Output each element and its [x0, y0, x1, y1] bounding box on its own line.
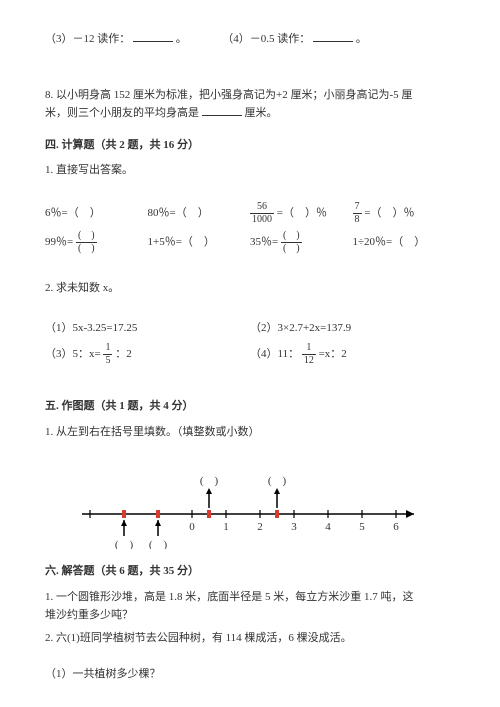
q8-line2-a: 米，则三个小朋友的平均身高是 [45, 107, 199, 119]
calc-7: 35％= ( ) ( ) [250, 231, 353, 254]
frac-num: 56 [250, 202, 274, 214]
calc-1: 6％=（ ） [45, 205, 148, 223]
eq-4-b: =x：2 [319, 348, 347, 360]
sec4-q1-title: 1. 直接写出答案。 [45, 162, 455, 180]
svg-text:5: 5 [359, 521, 365, 533]
frac-den: 12 [302, 355, 316, 366]
eq-4-a: （4）11： [250, 348, 299, 360]
frac-1-12: 1 12 [302, 343, 316, 366]
number-line-svg: 0 1 2 3 4 5 6 ( ) ( ) ( ) ( ) [70, 459, 430, 549]
q8-line1: 8. 以小明身高 152 厘米为标准，把小强身高记为+2 厘米；小丽身高记为-5… [45, 87, 455, 105]
svg-text:( ): ( ) [115, 539, 134, 549]
calc-2: 80％=（ ） [148, 205, 251, 223]
frac-7-8: 7 8 [353, 202, 362, 225]
calc-4-tail: =（ ）％ [364, 207, 414, 219]
frac-blank-1: ( ) ( ) [76, 231, 97, 254]
q3-blank[interactable] [133, 30, 173, 42]
calc-6: 1+5％=（ ） [148, 234, 251, 252]
eq-row-2: （3）5：x= 1 5 ：2 （4）11： 1 12 =x：2 [45, 343, 455, 366]
q4-blank[interactable] [313, 30, 353, 42]
eq-2: （2）3×2.7+2x=137.9 [250, 320, 455, 338]
sec6-q2: 2. 六(1)班同学植树节去公园种树，有 114 棵成活，6 棵没成活。 [45, 630, 455, 648]
svg-text:( ): ( ) [200, 475, 219, 487]
calc-row-2: 99％= ( ) ( ) 1+5％=（ ） 35％= ( ) ( ) 1÷20％… [45, 231, 455, 254]
eq-3: （3）5：x= 1 5 ：2 [45, 343, 250, 366]
calc-5: 99％= ( ) ( ) [45, 231, 148, 254]
sec4-q2-title: 2. 求未知数 x。 [45, 280, 455, 298]
calc-8: 1÷20％=（ ） [353, 234, 456, 252]
q3-label: （3）－12 读作： [45, 33, 130, 45]
calc-row-1: 6％=（ ） 80％=（ ） 56 1000 =（ ）％ 7 8 =（ ）％ [45, 202, 455, 225]
eq-3-b: ：2 [115, 348, 132, 360]
q8-line2-b: 厘米。 [245, 107, 278, 119]
eq-row-1: （1）5x-3.25=17.25 （2）3×2.7+2x=137.9 [45, 320, 455, 338]
frac-blank-2: ( ) ( ) [281, 231, 302, 254]
frac-num: 1 [103, 343, 112, 355]
svg-text:2: 2 [257, 521, 263, 533]
svg-text:3: 3 [291, 521, 297, 533]
sec6-q1-line1: 1. 一个圆锥形沙堆，高是 1.8 米，底面半径是 5 米，每立方米沙重 1.7… [45, 589, 455, 607]
sec6-q1: 1. 一个圆锥形沙堆，高是 1.8 米，底面半径是 5 米，每立方米沙重 1.7… [45, 589, 455, 624]
calc-4: 7 8 =（ ）％ [353, 202, 456, 225]
frac-den: 5 [103, 355, 112, 366]
sec5-q1-title: 1. 从左到右在括号里填数。（填整数或小数） [45, 424, 455, 442]
frac-num: 7 [353, 202, 362, 214]
frac-den: 1000 [250, 214, 274, 225]
section-6-title: 六. 解答题（共 6 题，共 35 分） [45, 563, 455, 581]
q4-label: （4）－0.5 读作： [222, 33, 310, 45]
calc-7-a: 35％= [250, 236, 281, 248]
sec6-q2-1: （1）一共植树多少棵？ [45, 666, 455, 684]
frac-56-1000: 56 1000 [250, 202, 274, 225]
number-line-figure: 0 1 2 3 4 5 6 ( ) ( ) ( ) ( ) [45, 459, 455, 549]
svg-text:( ): ( ) [268, 475, 287, 487]
question-8: 8. 以小明身高 152 厘米为标准，把小强身高记为+2 厘米；小丽身高记为-5… [45, 87, 455, 123]
frac-den: ( ) [76, 243, 97, 254]
eq-3-a: （3）5：x= [45, 348, 103, 360]
calc-3-tail: =（ ）％ [277, 207, 327, 219]
calc-3: 56 1000 =（ ）％ [250, 202, 353, 225]
frac-num: ( ) [76, 231, 97, 243]
frac-num: ( ) [281, 231, 302, 243]
frac-num: 1 [302, 343, 316, 355]
q8-line2: 米，则三个小朋友的平均身高是 厘米。 [45, 104, 455, 123]
q4-period: 。 [356, 33, 367, 45]
svg-text:6: 6 [393, 521, 399, 533]
frac-den: 8 [353, 214, 362, 225]
svg-text:1: 1 [223, 521, 229, 533]
svg-text:4: 4 [325, 521, 331, 533]
section-4-title: 四. 计算题（共 2 题，共 16 分） [45, 137, 455, 155]
sec6-q1-line2: 堆沙约重多少吨？ [45, 607, 455, 625]
frac-den: ( ) [281, 243, 302, 254]
eq-4: （4）11： 1 12 =x：2 [250, 343, 455, 366]
section-5-title: 五. 作图题（共 1 题，共 4 分） [45, 398, 455, 416]
svg-text:0: 0 [189, 521, 195, 533]
frac-1-5: 1 5 [103, 343, 112, 366]
eq-1: （1）5x-3.25=17.25 [45, 320, 250, 338]
q3-period: 。 [176, 33, 187, 45]
question-3-4: （3）－12 读作： 。 （4）－0.5 读作： 。 [45, 30, 455, 49]
q8-blank[interactable] [202, 104, 242, 116]
svg-text:( ): ( ) [149, 539, 168, 549]
calc-5-a: 99％= [45, 236, 76, 248]
